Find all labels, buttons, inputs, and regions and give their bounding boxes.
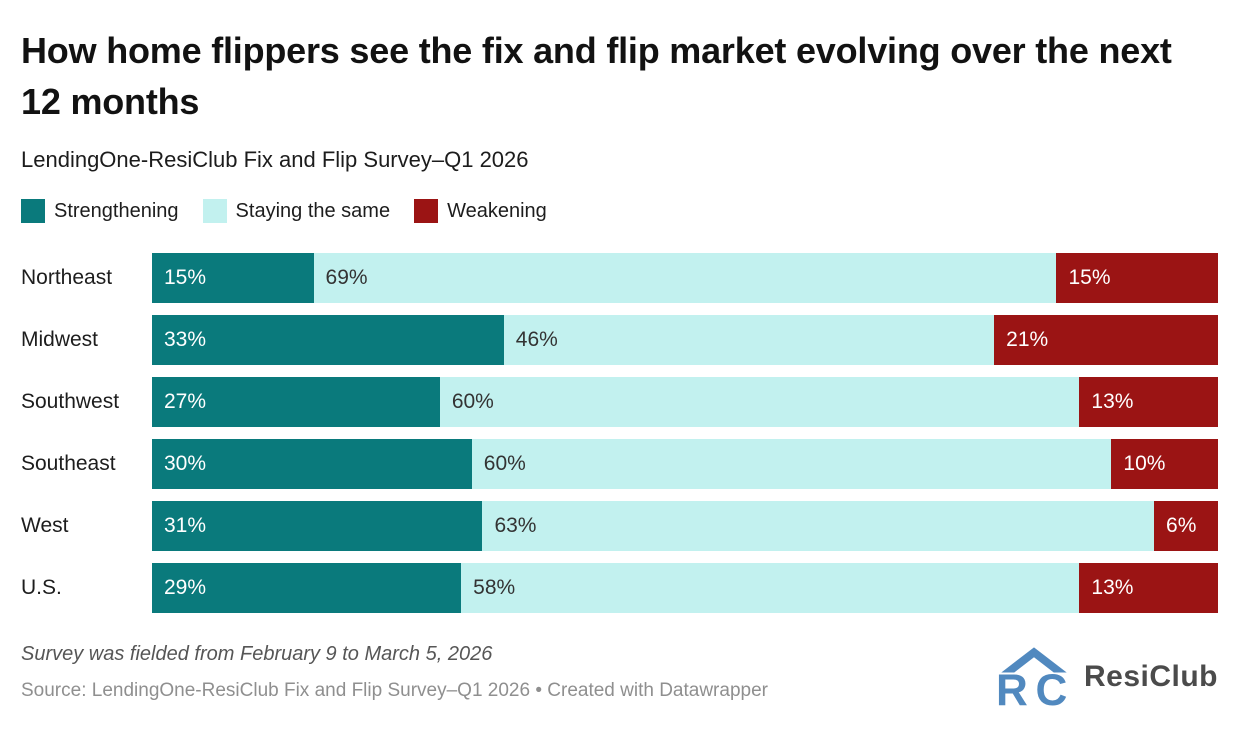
bar-segment-strengthening: 29%	[152, 563, 462, 614]
bar-segment-staying-the-same: 46%	[503, 315, 995, 366]
segment-value-label: 63%	[494, 514, 537, 538]
segment-value-label: 6%	[1166, 514, 1197, 538]
stacked-bar: 30% 60% 10%	[152, 439, 1218, 490]
segment-value-label: 13%	[1091, 576, 1134, 600]
chart-row: Southeast 30% 60% 10%	[21, 439, 1218, 490]
row-label: West	[21, 514, 69, 538]
segment-value-label: 15%	[164, 266, 207, 290]
bar-segment-staying-the-same: 58%	[461, 563, 1080, 614]
bar-segment-weakening: 13%	[1079, 377, 1218, 428]
segment-value-label: 46%	[515, 328, 558, 352]
stacked-bar: 31% 63% 6%	[152, 501, 1218, 552]
segment-value-label: 29%	[164, 576, 207, 600]
bar-segment-strengthening: 15%	[152, 253, 314, 304]
stacked-bar: 29% 58% 13%	[152, 563, 1218, 614]
bar-segment-staying-the-same: 63%	[482, 501, 1155, 552]
legend-label: Staying the same	[235, 199, 391, 222]
segment-value-label: 58%	[473, 576, 516, 600]
bar-segment-staying-the-same: 60%	[439, 377, 1080, 428]
segment-value-label: 30%	[164, 452, 207, 476]
bar-segment-strengthening: 30%	[152, 439, 472, 490]
resiclub-house-rc-icon: R C	[996, 647, 1067, 714]
source-line: Source: LendingOne-ResiClub Fix and Flip…	[21, 680, 768, 702]
legend: Strengthening Staying the same Weakening	[21, 199, 1218, 224]
svg-text:C: C	[1035, 666, 1067, 714]
svg-text:R: R	[996, 666, 1028, 714]
bar-segment-weakening: 13%	[1079, 563, 1218, 614]
legend-swatch	[202, 199, 227, 224]
bar-segment-staying-the-same: 69%	[313, 253, 1057, 304]
chart-row: Southwest 27% 60% 13%	[21, 377, 1218, 428]
segment-value-label: 60%	[451, 390, 494, 414]
chart-footer: Survey was fielded from February 9 to Ma…	[21, 643, 1218, 714]
bar-segment-weakening: 15%	[1056, 253, 1218, 304]
bar-segment-weakening: 21%	[994, 315, 1218, 366]
chart-subtitle: LendingOne-ResiClub Fix and Flip Survey–…	[21, 147, 529, 173]
segment-value-label: 60%	[483, 452, 526, 476]
segment-value-label: 31%	[164, 514, 207, 538]
segment-value-label: 13%	[1091, 390, 1134, 414]
segment-value-label: 27%	[164, 390, 207, 414]
resiclub-wordmark: ResiClub	[1083, 660, 1218, 694]
legend-item: Weakening	[414, 199, 547, 224]
chart-row: Northeast 15% 69% 15%	[21, 253, 1218, 304]
legend-item: Strengthening	[21, 199, 179, 224]
chart-title: How home flippers see the fix and flip m…	[21, 30, 1172, 123]
stacked-bar: 33% 46% 21%	[152, 315, 1218, 366]
chart-row: U.S. 29% 58% 13%	[21, 563, 1218, 614]
stacked-bar: 15% 69% 15%	[152, 253, 1218, 304]
segment-value-label: 33%	[164, 328, 207, 352]
bar-segment-staying-the-same: 60%	[471, 439, 1112, 490]
legend-swatch	[414, 199, 439, 224]
legend-label: Strengthening	[54, 199, 179, 222]
legend-swatch	[21, 199, 45, 224]
bar-segment-weakening: 6%	[1154, 501, 1218, 552]
segment-value-label: 69%	[325, 266, 368, 290]
bar-segment-strengthening: 27%	[152, 377, 440, 428]
row-label: Midwest	[21, 328, 99, 352]
stacked-bar-chart: Northeast 15% 69% 15% Midwest 33% 46% 21% Southw…	[21, 253, 1218, 614]
row-label: Southeast	[21, 452, 116, 476]
survey-note: Survey was fielded from February 9 to Ma…	[21, 643, 493, 666]
roof-shape	[1001, 647, 1067, 673]
row-label: Southwest	[21, 390, 120, 414]
bar-segment-strengthening: 33%	[152, 315, 504, 366]
resiclub-logo: R C ResiClub	[996, 640, 1218, 714]
stacked-bar: 27% 60% 13%	[152, 377, 1218, 428]
row-label: Northeast	[21, 266, 113, 290]
chart-row: Midwest 33% 46% 21%	[21, 315, 1218, 366]
segment-value-label: 21%	[1006, 328, 1049, 352]
segment-value-label: 10%	[1123, 452, 1166, 476]
bar-segment-weakening: 10%	[1111, 439, 1218, 490]
chart-row: West 31% 63% 6%	[21, 501, 1218, 552]
row-label: U.S.	[21, 576, 62, 600]
segment-value-label: 15%	[1068, 266, 1111, 290]
bar-segment-strengthening: 31%	[152, 501, 483, 552]
legend-label: Weakening	[447, 199, 547, 222]
legend-item: Staying the same	[202, 199, 391, 224]
